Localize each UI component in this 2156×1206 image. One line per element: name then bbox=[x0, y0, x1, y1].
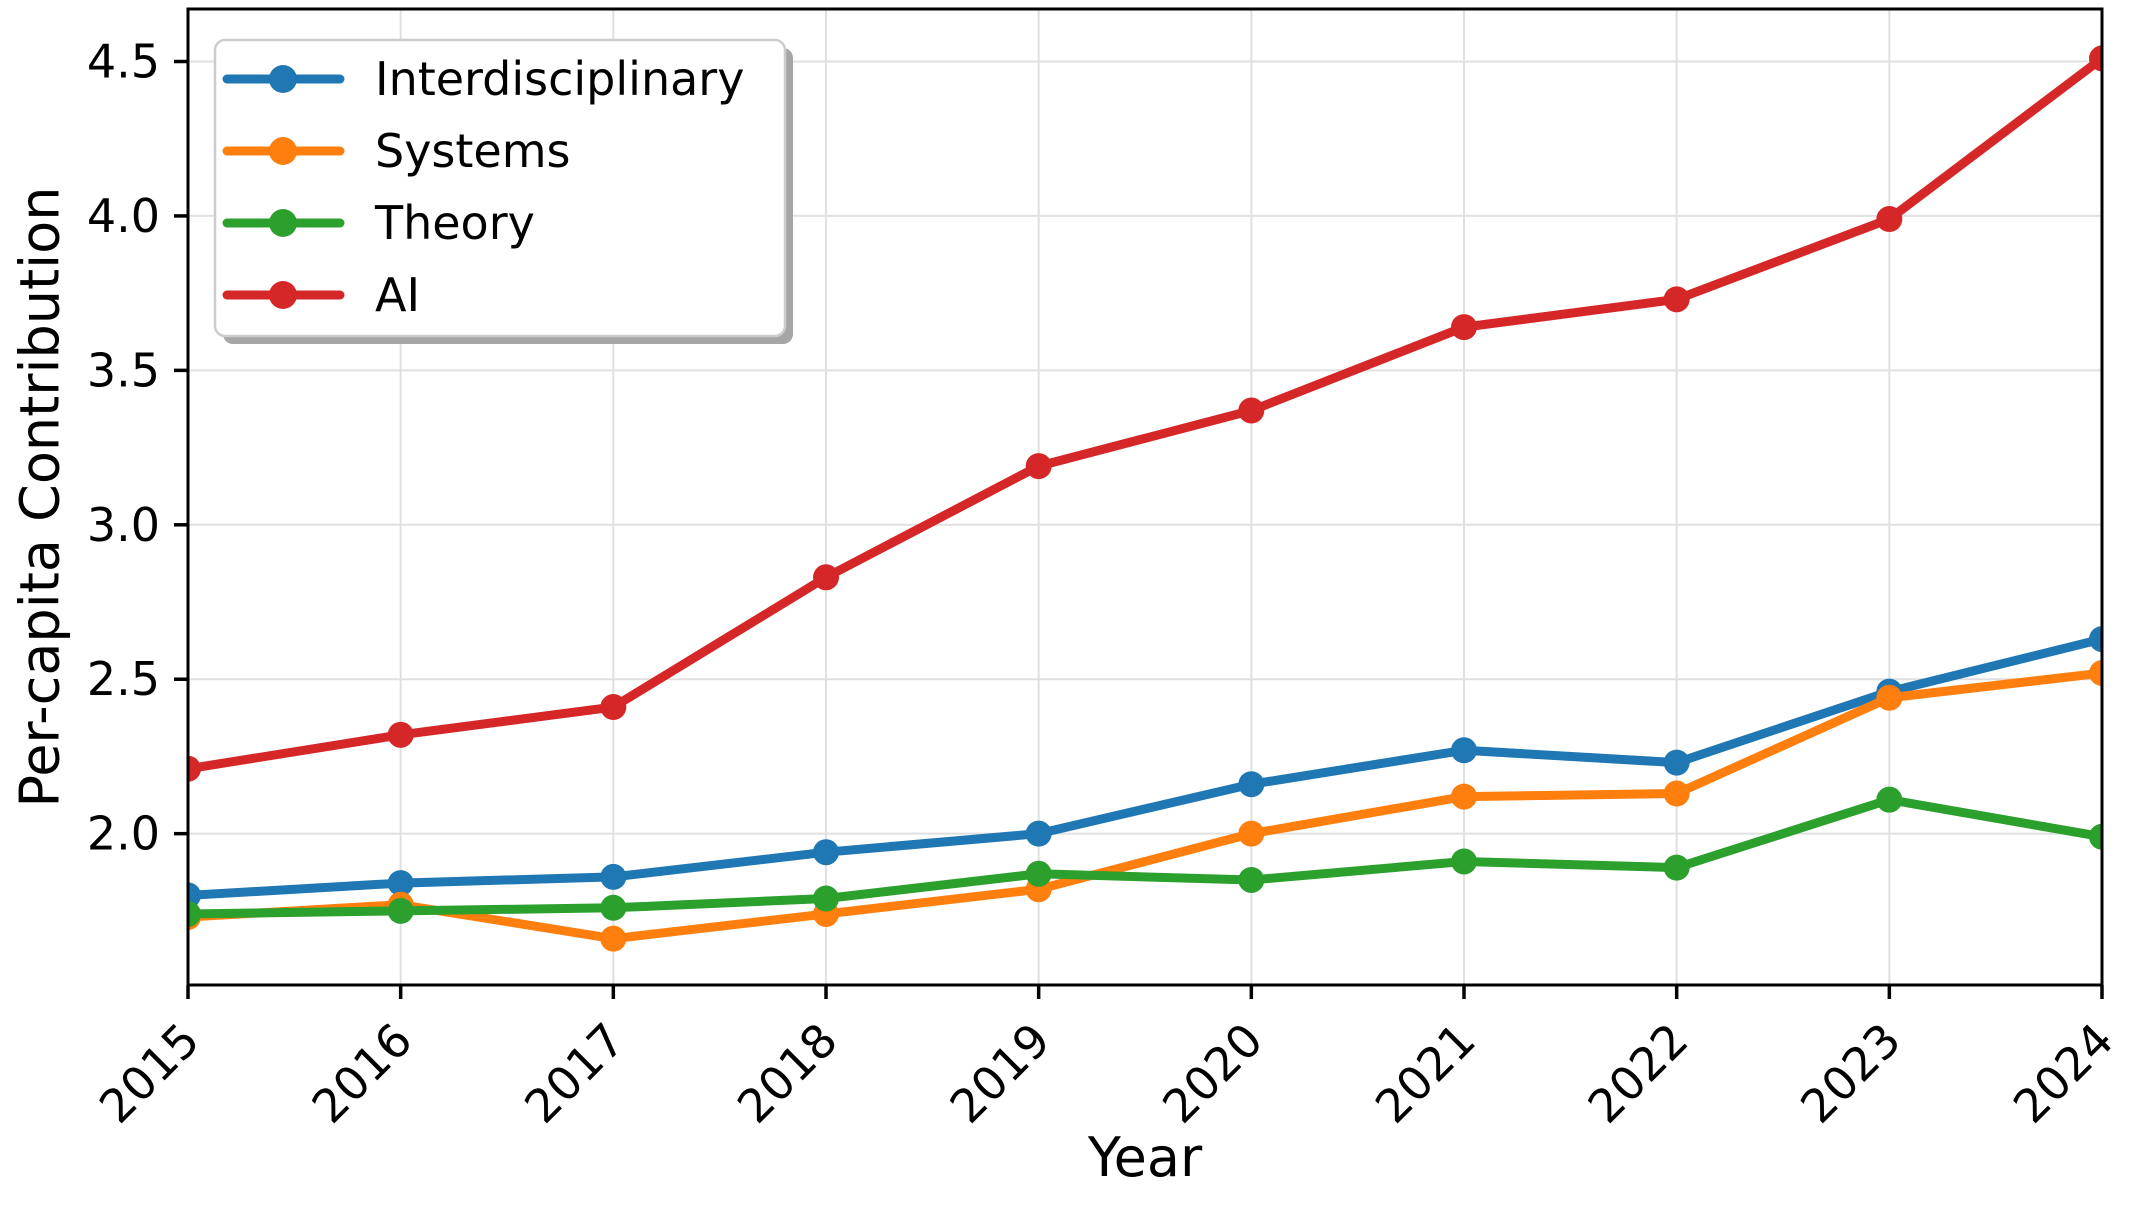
y-axis-ticks: 2.0 2.5 3.0 3.5 4.0 4.5 bbox=[87, 35, 188, 861]
y-tick-label: 3.0 bbox=[87, 498, 160, 552]
data-point-systems-2020 bbox=[1238, 820, 1265, 847]
series-ai bbox=[188, 45, 2102, 782]
x-axis-label: Year bbox=[1087, 1126, 1203, 1189]
series-line-ai bbox=[188, 53, 2102, 774]
data-point-ai-2021 bbox=[1451, 314, 1477, 341]
data-point-ai-2015 bbox=[188, 755, 201, 782]
x-tick-label-2020: 2020 bbox=[1152, 1013, 1273, 1134]
data-point-theory-2022 bbox=[1663, 854, 1690, 881]
data-point-interdisciplinary-2024 bbox=[2089, 626, 2102, 653]
data-point-systems-2021 bbox=[1451, 783, 1477, 810]
data-point-interdisciplinary-2022 bbox=[1663, 749, 1690, 776]
legend-label: AI bbox=[375, 268, 420, 322]
data-point-theory-2024 bbox=[2089, 823, 2102, 850]
y-tick-label: 2.5 bbox=[87, 652, 160, 706]
data-point-ai-2022 bbox=[1663, 286, 1690, 313]
axes-frame bbox=[186, 7, 2104, 987]
legend-item-systems: Systems bbox=[222, 124, 571, 178]
data-point-interdisciplinary-2016 bbox=[387, 870, 414, 897]
data-point-systems-2024 bbox=[2089, 660, 2102, 687]
legend-box bbox=[213, 38, 787, 338]
x-tick-label-2022: 2022 bbox=[1577, 1013, 1698, 1134]
x-tick-label-2018: 2018 bbox=[727, 1013, 848, 1134]
data-point-interdisciplinary-2021 bbox=[1451, 737, 1477, 764]
x-tick-label-2016: 2016 bbox=[301, 1013, 422, 1134]
x-tick-label-2023: 2023 bbox=[1790, 1013, 1911, 1134]
legend-item-ai: AI bbox=[222, 268, 420, 322]
series-line-interdisciplinary bbox=[188, 634, 2102, 900]
legend-marker bbox=[269, 65, 297, 93]
data-point-theory-2018 bbox=[813, 885, 839, 912]
data-point-ai-2018 bbox=[813, 564, 839, 591]
data-point-ai-2016 bbox=[387, 721, 414, 748]
legend-marker bbox=[269, 209, 297, 237]
legend: Interdisciplinary Systems Theory AI bbox=[213, 38, 793, 344]
legend-label: Systems bbox=[375, 124, 571, 178]
data-point-theory-2015 bbox=[188, 900, 201, 927]
legend-marker bbox=[269, 137, 297, 165]
legend-label: Theory bbox=[374, 196, 535, 250]
data-point-theory-2020 bbox=[1238, 866, 1265, 893]
y-tick-label: 4.0 bbox=[87, 189, 160, 243]
x-tick-label-2019: 2019 bbox=[939, 1013, 1060, 1134]
series-line-systems bbox=[188, 668, 2102, 944]
data-point-ai-2019 bbox=[1025, 453, 1052, 480]
data-point-systems-2022 bbox=[1663, 780, 1690, 807]
data-point-systems-2017 bbox=[600, 925, 627, 952]
data-point-ai-2023 bbox=[1876, 206, 1903, 233]
data-point-theory-2023 bbox=[1876, 786, 1903, 813]
series-theory bbox=[188, 786, 2102, 927]
data-point-interdisciplinary-2020 bbox=[1238, 771, 1265, 798]
series-line-theory bbox=[188, 795, 2102, 919]
data-point-theory-2016 bbox=[387, 897, 414, 924]
x-tick-label-2015: 2015 bbox=[89, 1013, 210, 1134]
legend-item-interdisciplinary: Interdisciplinary bbox=[222, 52, 744, 106]
legend-marker bbox=[269, 281, 297, 309]
data-point-interdisciplinary-2019 bbox=[1025, 820, 1052, 847]
y-axis-label: Per-capita Contribution bbox=[8, 186, 72, 808]
series-group bbox=[188, 45, 2102, 952]
legend-label: Interdisciplinary bbox=[375, 52, 744, 106]
data-point-ai-2024 bbox=[2089, 45, 2102, 72]
data-point-ai-2020 bbox=[1238, 397, 1265, 424]
series-interdisciplinary bbox=[188, 626, 2102, 909]
x-tick-label-2017: 2017 bbox=[514, 1013, 635, 1134]
x-tick-label-2024: 2024 bbox=[2003, 1013, 2124, 1134]
data-point-systems-2023 bbox=[1876, 684, 1903, 711]
x-axis-ticks: 2015 2016 2017 2018 2019 2020 2021 2022 2023 2024 bbox=[89, 985, 2124, 1134]
legend-item-theory: Theory bbox=[222, 196, 535, 250]
data-point-theory-2019 bbox=[1025, 860, 1052, 887]
data-point-interdisciplinary-2017 bbox=[600, 863, 627, 890]
y-tick-label: 4.5 bbox=[87, 35, 160, 89]
y-tick-label: 3.5 bbox=[87, 343, 160, 397]
data-point-ai-2017 bbox=[600, 694, 627, 721]
data-point-interdisciplinary-2018 bbox=[813, 839, 839, 866]
data-point-theory-2021 bbox=[1451, 848, 1477, 875]
data-point-theory-2017 bbox=[600, 894, 627, 921]
x-tick-label-2021: 2021 bbox=[1365, 1013, 1486, 1134]
y-tick-label: 2.0 bbox=[87, 807, 160, 861]
